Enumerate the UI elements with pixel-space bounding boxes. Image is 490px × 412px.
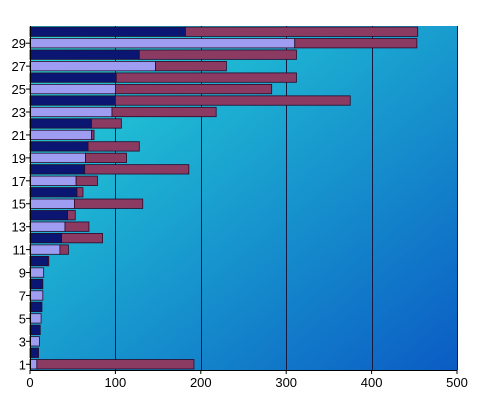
y-tick-label: 3 [19, 334, 26, 349]
bar-series1-18 [29, 164, 86, 175]
bar-series1-20 [29, 141, 89, 152]
bar-series1-29 [29, 38, 296, 49]
bar-series1-25 [29, 83, 116, 95]
bar-series1-3 [29, 336, 40, 347]
x-axis-tick-labels: 0 100 200 300 400 500 [26, 375, 467, 390]
y-tick-label: 29 [12, 36, 26, 51]
bar-series2-18 [84, 164, 190, 175]
y-tick-label: 5 [19, 311, 26, 326]
bar-series1-10 [29, 255, 49, 267]
bar-series1-14 [29, 210, 68, 221]
bar-series1-5 [29, 313, 42, 324]
axes [26, 26, 458, 374]
bar-series2-28 [138, 49, 297, 60]
bar-series2-1 [36, 359, 195, 370]
y-tick-label: 23 [12, 105, 26, 120]
bar-series1-19 [29, 152, 86, 163]
bar-series1-1 [29, 359, 38, 370]
y-tick-label: 7 [19, 288, 26, 303]
bar-series1-4 [29, 324, 41, 335]
bar-series2-30 [185, 26, 419, 37]
bar-series1-11 [29, 244, 61, 255]
y-tick-label: 27 [12, 59, 26, 74]
x-tick-label: 100 [105, 375, 127, 390]
bar-series1-21 [29, 129, 92, 141]
bar-series1-15 [29, 198, 75, 209]
y-tick-label: 1 [19, 357, 26, 372]
bar-series1-12 [29, 233, 62, 244]
gridlines [115, 26, 458, 370]
bars-group [29, 26, 419, 370]
bar-series1-22 [29, 118, 92, 129]
y-tick-label: 21 [12, 128, 26, 143]
bar-series2-11 [59, 244, 69, 255]
bar-series2-23 [111, 106, 217, 118]
bar-series1-27 [29, 61, 156, 72]
bar-series1-17 [29, 175, 77, 186]
bar-series2-12 [61, 233, 103, 244]
y-tick-label: 25 [12, 82, 26, 97]
x-tick-label: 300 [275, 375, 297, 390]
bar-series2-10 [47, 255, 50, 267]
y-tick-label: 19 [12, 151, 26, 166]
bar-series1-13 [29, 221, 66, 232]
bar-series1-16 [29, 187, 78, 198]
x-tick-label: 200 [190, 375, 212, 390]
bar-series2-13 [64, 221, 90, 232]
bar-series2-20 [87, 141, 140, 152]
bar-series2-27 [155, 61, 227, 72]
bar-series2-22 [91, 118, 122, 129]
x-tick-label: 400 [361, 375, 383, 390]
bar-series1-2 [29, 347, 39, 358]
bar-series1-26 [29, 72, 117, 83]
bar-series2-14 [67, 210, 76, 221]
bar-series2-24 [115, 95, 351, 106]
y-tick-label: 13 [12, 220, 26, 235]
bar-series2-16 [76, 187, 84, 198]
x-tick-label: 0 [26, 375, 33, 390]
plot-area [30, 26, 457, 370]
bar-series2-21 [91, 129, 95, 141]
bar-series1-8 [29, 278, 44, 290]
bar-series1-28 [29, 49, 140, 60]
y-tick-label: 17 [12, 174, 26, 189]
bar-series2-29 [294, 38, 418, 49]
y-tick-label: 9 [19, 266, 26, 281]
bar-series1-23 [29, 106, 113, 118]
bar-series2-15 [74, 198, 144, 209]
bar-series2-17 [75, 175, 98, 186]
y-tick-label: 15 [12, 197, 26, 212]
bar-series1-24 [29, 95, 116, 106]
bar-series1-6 [29, 301, 43, 313]
bar-series1-30 [29, 26, 186, 37]
bar-series2-26 [115, 72, 297, 83]
bar-series1-9 [29, 267, 45, 278]
bar-series2-19 [85, 152, 127, 163]
y-tick-label: 11 [13, 243, 27, 258]
x-tick-label: 500 [446, 375, 468, 390]
bar-series2-25 [115, 83, 273, 95]
bar-series1-7 [29, 290, 44, 301]
